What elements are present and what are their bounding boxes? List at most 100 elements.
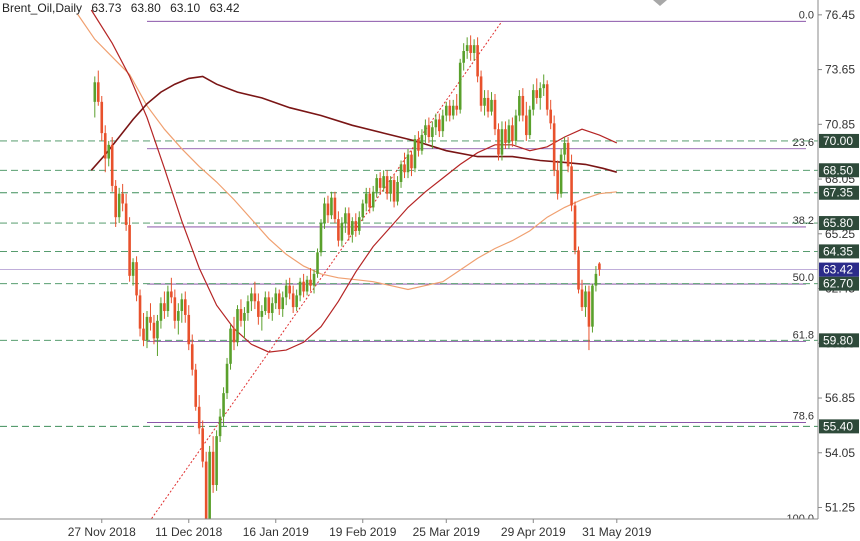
candle	[107, 140, 111, 167]
candle	[284, 279, 288, 306]
candle-body	[580, 289, 584, 308]
candle	[149, 303, 152, 331]
candle-body	[103, 133, 107, 159]
fib-label: 23.6	[793, 137, 814, 149]
candle-body	[476, 45, 479, 77]
candle-body	[243, 312, 246, 321]
candle-body	[131, 262, 135, 276]
candle	[587, 285, 591, 351]
level-price-tag	[819, 333, 859, 348]
y-tick-label: 54.05	[825, 446, 855, 460]
candle	[110, 137, 114, 192]
candle-body	[194, 369, 198, 407]
level-price-tag-label: 67.35	[823, 186, 853, 200]
candle-body	[385, 176, 389, 194]
candle-body	[598, 263, 601, 270]
candle-body	[166, 291, 170, 312]
trendline	[150, 21, 503, 519]
candle-body	[208, 451, 211, 519]
candle-body	[295, 295, 298, 308]
level-price-tag	[819, 244, 859, 259]
candle-body	[215, 436, 218, 486]
candle	[451, 99, 455, 120]
candle-body	[514, 115, 518, 141]
level-price-tag-label: 65.80	[823, 216, 853, 230]
candle	[166, 285, 170, 317]
level-price-tag-label: 55.40	[823, 419, 853, 433]
level-price-tag-label: 68.50	[823, 163, 853, 177]
candle-body	[410, 154, 413, 169]
candle	[455, 94, 459, 116]
candle-body	[260, 311, 264, 317]
candle	[490, 92, 493, 116]
candle	[556, 160, 559, 200]
candle	[295, 289, 298, 312]
fib-label: 0.0	[799, 9, 814, 21]
candle-body	[149, 316, 152, 323]
candle-body	[250, 293, 253, 302]
candle-body	[486, 97, 490, 112]
candle	[100, 95, 104, 141]
y-tick-label: 65.25	[825, 227, 855, 241]
candle	[190, 334, 194, 376]
candle	[573, 201, 577, 255]
candle-body	[354, 221, 358, 231]
candle-body	[438, 119, 441, 132]
candle-body	[382, 176, 385, 188]
candle	[253, 281, 257, 310]
candle	[420, 129, 424, 155]
candle-body	[177, 311, 180, 321]
candle-body	[100, 101, 104, 134]
candle-body	[507, 125, 511, 143]
candle-body	[93, 82, 97, 102]
y-tick-label: 56.85	[825, 391, 855, 405]
candle-body	[556, 170, 559, 194]
candle-body	[420, 135, 424, 151]
candle	[486, 90, 490, 118]
candle-body	[559, 154, 563, 194]
candle	[514, 109, 518, 145]
candle-body	[591, 285, 594, 327]
level-price-tag	[819, 276, 859, 291]
candle	[316, 248, 319, 278]
candle	[194, 363, 198, 411]
last-price-tag-label: 63.42	[823, 263, 853, 277]
candle	[173, 289, 177, 329]
level-price-tag	[819, 133, 859, 148]
candle-body	[128, 225, 131, 276]
candle	[222, 387, 225, 427]
candle-body	[96, 82, 100, 102]
candle	[250, 287, 253, 312]
candle	[156, 314, 159, 356]
candle-body	[490, 99, 493, 112]
candle	[267, 291, 271, 319]
candle	[246, 295, 250, 321]
candle	[302, 273, 305, 298]
candle-body	[347, 213, 351, 235]
candle	[340, 217, 344, 247]
candle-body	[535, 90, 539, 98]
candle	[270, 297, 274, 321]
candle	[448, 99, 452, 122]
candle-body	[563, 142, 566, 155]
candle	[330, 191, 333, 220]
candle-body	[528, 109, 532, 136]
y-tick-label: 70.85	[825, 117, 855, 131]
level-price-tag	[819, 163, 859, 178]
candle-body	[277, 293, 281, 310]
candle	[371, 185, 375, 212]
candle	[479, 70, 483, 112]
level-price-tag	[819, 185, 859, 200]
candle-body	[584, 291, 587, 308]
x-tick-label: 11 Dec 2018	[155, 525, 222, 539]
candle-body	[152, 322, 156, 339]
candle-body	[309, 279, 312, 286]
candle	[399, 160, 403, 188]
candle-body	[375, 178, 378, 192]
candle-body	[142, 328, 145, 341]
x-tick-label: 16 Jan 2019	[243, 525, 309, 539]
candle	[389, 176, 392, 202]
candle-body	[312, 273, 316, 286]
fib-label: 61.8	[793, 330, 814, 342]
